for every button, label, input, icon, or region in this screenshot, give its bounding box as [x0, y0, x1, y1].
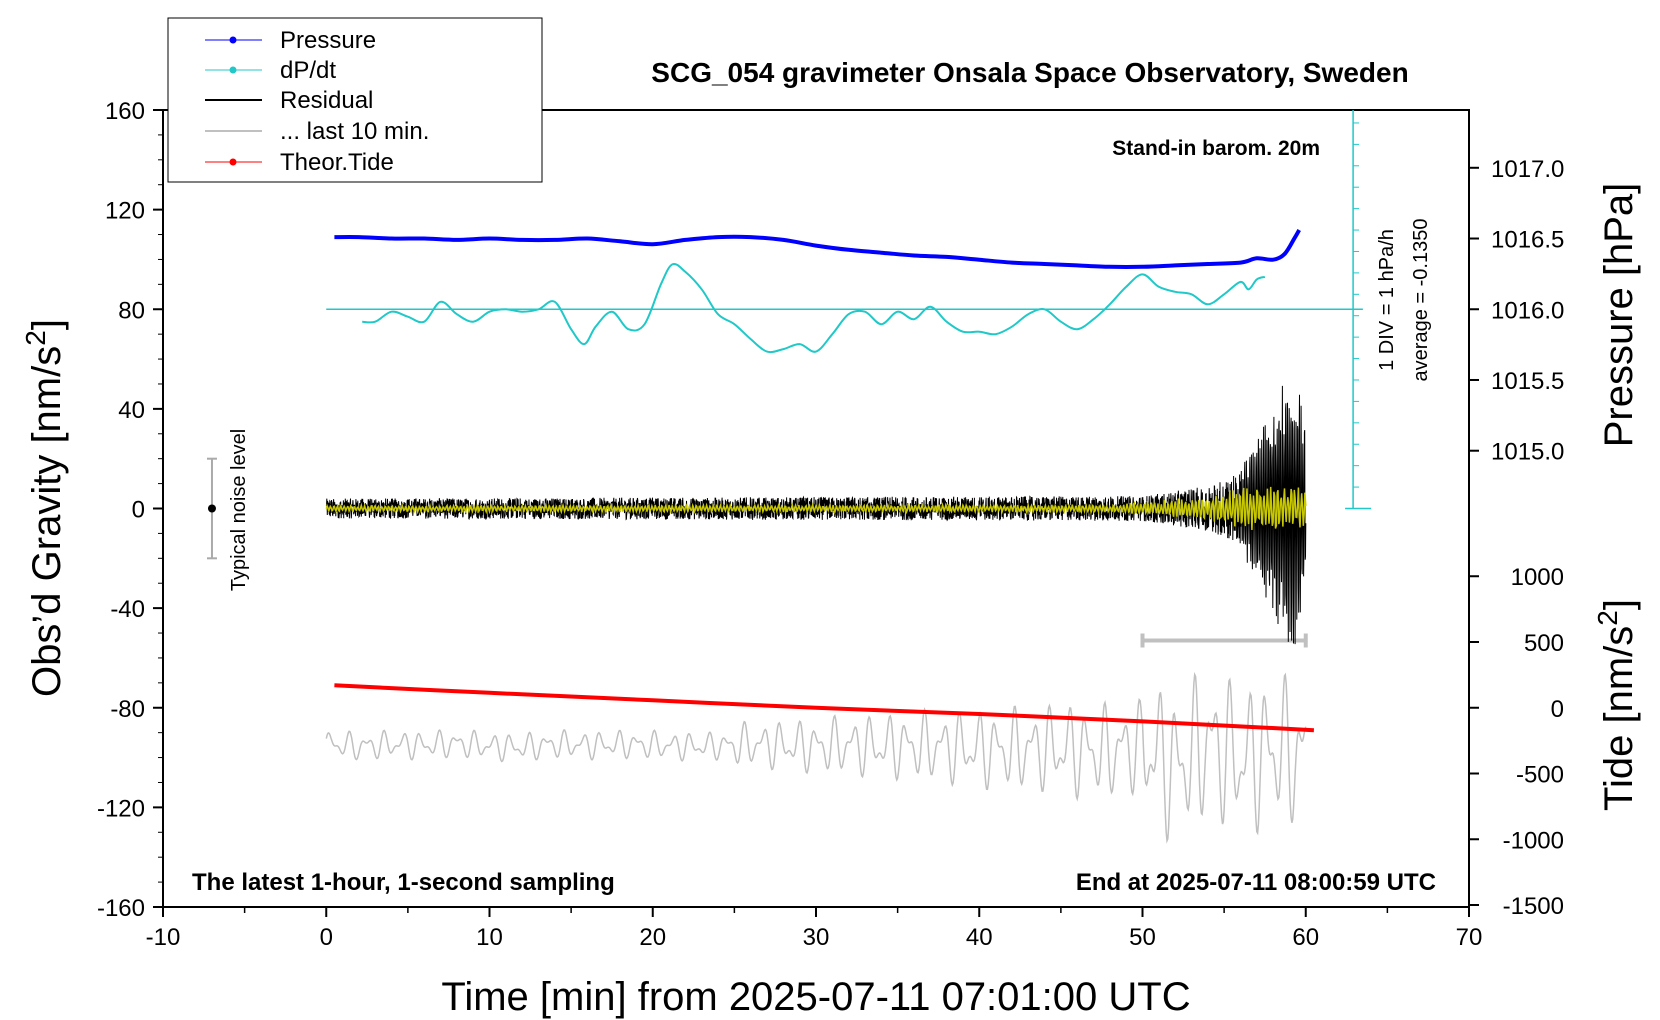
y-tick-label: -40	[110, 596, 145, 623]
end-time-note: End at 2025-07-11 08:00:59 UTC	[1076, 869, 1436, 896]
noise-level-note: Typical noise level	[228, 429, 250, 591]
dpdt-series-line	[362, 262, 1266, 354]
tide-tick-label: -500	[1516, 762, 1564, 789]
x-tick-label: 20	[639, 924, 666, 951]
y-tick-label: 160	[105, 98, 145, 125]
y-tick-label: 40	[118, 397, 145, 424]
pressure-tick-label: 1016.5	[1491, 227, 1564, 254]
y-tick-label: -160	[97, 895, 145, 922]
legend-tide-dot	[229, 158, 237, 166]
pressure-tick-label: 1017.0	[1491, 156, 1564, 183]
legend-pressure-dot	[229, 36, 237, 44]
tide-series-line	[334, 683, 1315, 733]
x-tick-label: 10	[476, 924, 503, 951]
y-axis-title-left: Obs’d Gravity [nm/s2]	[20, 319, 70, 697]
legend-last10-label: ... last 10 min.	[280, 118, 429, 145]
y-tick-label: 80	[118, 297, 145, 324]
legend-tide-label: Theor.Tide	[280, 149, 394, 176]
legend-dpdt-dot	[229, 66, 237, 74]
y-tick-label: 120	[105, 198, 145, 225]
barometer-note: Stand-in barom. 20m	[1112, 137, 1320, 160]
noise-level-dot	[207, 504, 216, 513]
legend-pressure-label: Pressure	[280, 27, 376, 54]
last10-series-line	[325, 671, 1307, 844]
x-tick-label: -10	[146, 924, 181, 951]
tide-tick-label: 500	[1524, 630, 1564, 657]
y-axis-title-tide: Tide [nm/s2]	[1592, 599, 1642, 811]
y-tick-label: 0	[132, 497, 145, 524]
pressure-series-line	[334, 229, 1301, 269]
average-note: average = -0.1350	[1410, 219, 1432, 382]
legend-dpdt-label: dP/dt	[280, 57, 336, 84]
residual-filtered-line	[325, 486, 1307, 531]
chart-title: SCG_054 gravimeter Onsala Space Observat…	[651, 57, 1408, 88]
x-tick-label: 50	[1129, 924, 1156, 951]
tide-tick-label: -1500	[1503, 893, 1564, 920]
series-layer	[206, 110, 1372, 844]
tide-tick-label: -1000	[1503, 827, 1564, 854]
axes-group: -10 0 10 20 30 40 50 60 70 160 120 80 40 0 -40 -80 -120 -…	[97, 98, 1564, 951]
x-tick-label: 70	[1456, 924, 1483, 951]
pressure-tick-label: 1015.5	[1491, 368, 1564, 395]
x-tick-label: 60	[1292, 924, 1319, 951]
tide-tick-label: 0	[1551, 696, 1564, 723]
x-tick-label: 0	[320, 924, 333, 951]
y-axis-title-pressure: Pressure [hPa]	[1597, 183, 1641, 448]
tide-tick-label: 1000	[1511, 564, 1564, 591]
x-tick-label: 40	[966, 924, 993, 951]
legend: Pressure dP/dt Residual ... last 10 min.…	[167, 17, 543, 183]
scale-div-note: 1 DIV = 1 hPa/h	[1376, 229, 1398, 371]
residual-series-line	[325, 385, 1307, 645]
pressure-tick-label: 1015.0	[1491, 439, 1564, 466]
latest-note: The latest 1-hour, 1-second sampling	[192, 869, 615, 896]
y-tick-label: -120	[97, 795, 145, 822]
pressure-tick-label: 1016.0	[1491, 297, 1564, 324]
x-axis-title: Time [min] from 2025-07-11 07:01:00 UTC	[441, 975, 1190, 1019]
y-tick-label: -80	[110, 696, 145, 723]
x-tick-label: 30	[803, 924, 830, 951]
legend-residual-label: Residual	[280, 87, 373, 114]
